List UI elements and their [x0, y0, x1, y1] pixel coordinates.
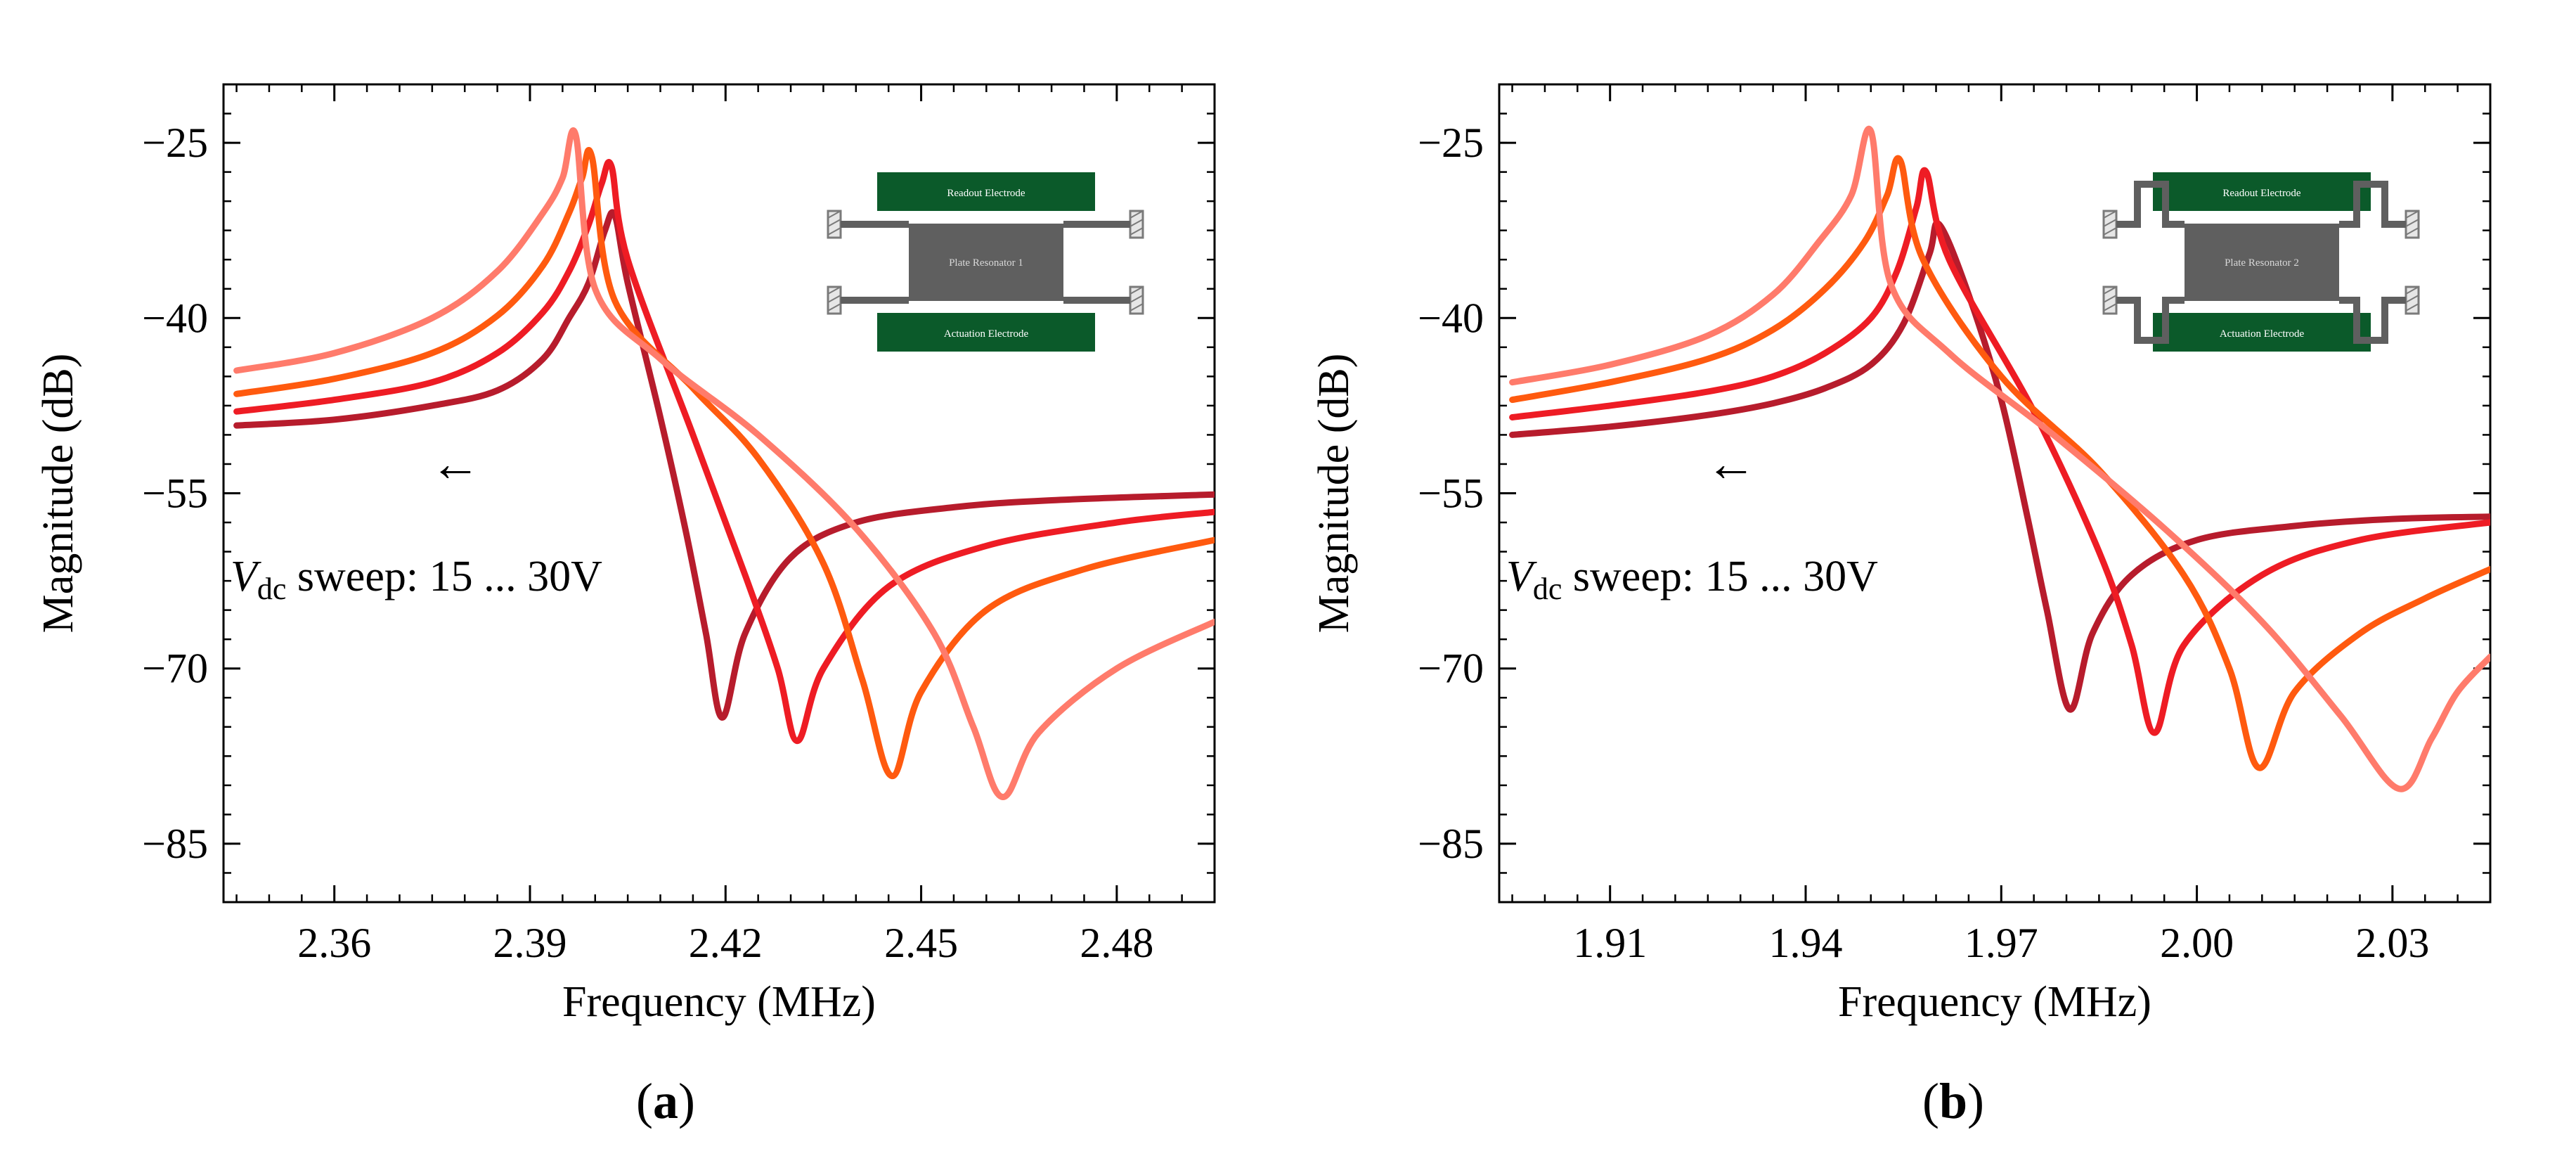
anchor-hatch — [2405, 286, 2419, 295]
x-tick-label: 2.45 — [884, 920, 958, 966]
anchor-hatch — [827, 303, 841, 311]
x-tick-label: 1.97 — [1965, 920, 2038, 966]
suspension-beam — [841, 297, 909, 304]
x-axis-label: Frequency (MHz) — [562, 978, 876, 1026]
sweep-direction-arrow: ← — [430, 435, 481, 491]
plate-resonator — [909, 224, 1063, 301]
x-tick-label: 1.94 — [1768, 920, 1842, 966]
anchor-hatch — [2405, 227, 2419, 236]
anchor-hatch — [827, 295, 841, 303]
anchor-hatch — [2405, 219, 2419, 227]
chart-panel-b: 1.91 1.94 1.97 2.00 2.03 −25 −40 −55 −70 −85 Frequ… — [1310, 83, 2492, 1026]
anchor-hatch — [2405, 295, 2419, 303]
readout-electrode-label: Readout Electrode — [947, 188, 1025, 199]
anchor-hatch — [1130, 303, 1144, 311]
series-line-4 — [1509, 125, 2490, 792]
actuation-electrode — [877, 313, 1095, 352]
suspension-beam — [1063, 221, 1130, 228]
series-line-3 — [233, 147, 1215, 780]
y-tick-label: −70 — [1418, 645, 1484, 692]
anchor-hatch — [827, 219, 841, 227]
series-line-2 — [1509, 167, 2490, 736]
folded-suspension-beam — [2339, 297, 2406, 344]
anchor-hatch — [2405, 210, 2419, 219]
y-tick-label: −25 — [142, 120, 208, 166]
folded-suspension-beam — [2339, 181, 2406, 228]
series-line-2 — [233, 159, 1215, 745]
x-tick-label: 1.91 — [1573, 920, 1647, 966]
y-axis-label: Magnitude (dB) — [34, 354, 82, 634]
plate-resonator — [2185, 224, 2339, 301]
series-line-3 — [1509, 155, 2490, 771]
suspension-beam — [841, 221, 909, 228]
sweep-annotation: Vdc sweep: 15 ... 30V — [231, 553, 602, 606]
readout-electrode — [2153, 172, 2371, 211]
anchor-hatch — [2405, 303, 2419, 311]
x-tick-label: 2.39 — [493, 920, 567, 966]
readout-electrode-label: Readout Electrode — [2222, 188, 2301, 199]
y-tick-label: −85 — [1418, 821, 1484, 867]
sweep-text: sweep: 15 ... 30V — [286, 553, 602, 600]
panel-label-a: (a) — [636, 1073, 695, 1129]
sweep-var-subscript: dc — [1533, 572, 1562, 606]
y-tick-label: −25 — [1418, 120, 1484, 166]
x-axis-label: Frequency (MHz) — [1838, 978, 2151, 1026]
series-line-1 — [1509, 219, 2490, 713]
sweep-direction-arrow: ← — [1706, 435, 1756, 491]
y-tick-label: −40 — [142, 295, 208, 341]
series-line-1 — [233, 209, 1215, 721]
y-tick-label: −55 — [142, 470, 208, 517]
anchor-hatch — [827, 210, 841, 219]
actuation-electrode-label: Actuation Electrode — [2220, 328, 2305, 340]
anchor-hatch — [1130, 219, 1144, 227]
anchor-hatch — [2103, 295, 2117, 303]
anchor-hatch — [2103, 219, 2117, 227]
folded-suspension-beam — [2116, 181, 2185, 228]
sweep-var: V — [1506, 553, 1537, 600]
y-tick-label: −40 — [1418, 295, 1484, 341]
resonator-inset: Readout Electrode Actuation Electrode Plat… — [2102, 172, 2420, 352]
panel-label-b: (b) — [1922, 1073, 1985, 1129]
readout-electrode — [877, 172, 1095, 211]
anchor-hatch — [2103, 210, 2117, 219]
x-tick-label: 2.36 — [297, 920, 371, 966]
x-tick-label: 2.00 — [2160, 920, 2234, 966]
sweep-var-subscript: dc — [257, 572, 287, 606]
x-tick-label: 2.03 — [2355, 920, 2429, 966]
anchor-hatch — [1130, 210, 1144, 219]
x-tick-label: 2.48 — [1080, 920, 1153, 966]
anchor-hatch — [2103, 303, 2117, 311]
resonator-inset: Readout Electrode Actuation Electrode Plat… — [827, 172, 1144, 352]
y-tick-label: −85 — [142, 821, 208, 867]
sweep-annotation: Vdc sweep: 15 ... 30V — [1506, 553, 1878, 606]
folded-suspension-beam — [2116, 297, 2185, 344]
y-tick-label: −70 — [142, 645, 208, 692]
y-tick-label: −55 — [1418, 470, 1484, 517]
chart-panel-a: 2.36 2.39 2.42 2.45 2.48 −25 −40 −55 −70 −85 Frequ… — [34, 83, 1216, 1026]
anchor-hatch — [1130, 227, 1144, 236]
suspension-beam — [1063, 297, 1130, 304]
plate-resonator-label: Plate Resonator 2 — [2225, 257, 2299, 269]
anchor-hatch — [1130, 286, 1144, 295]
plate-resonator-label: Plate Resonator 1 — [949, 257, 1023, 269]
sweep-var: V — [231, 553, 261, 600]
anchor-hatch — [1130, 295, 1144, 303]
anchor-hatch — [2103, 227, 2117, 236]
actuation-electrode-label: Actuation Electrode — [944, 328, 1029, 340]
y-axis-label: Magnitude (dB) — [1310, 354, 1358, 634]
actuation-electrode — [2153, 313, 2371, 352]
sweep-text: sweep: 15 ... 30V — [1562, 553, 1878, 600]
anchor-hatch — [827, 286, 841, 295]
x-tick-label: 2.42 — [689, 920, 763, 966]
series-line-4 — [233, 127, 1215, 800]
anchor-hatch — [827, 227, 841, 236]
anchor-hatch — [2103, 286, 2117, 295]
